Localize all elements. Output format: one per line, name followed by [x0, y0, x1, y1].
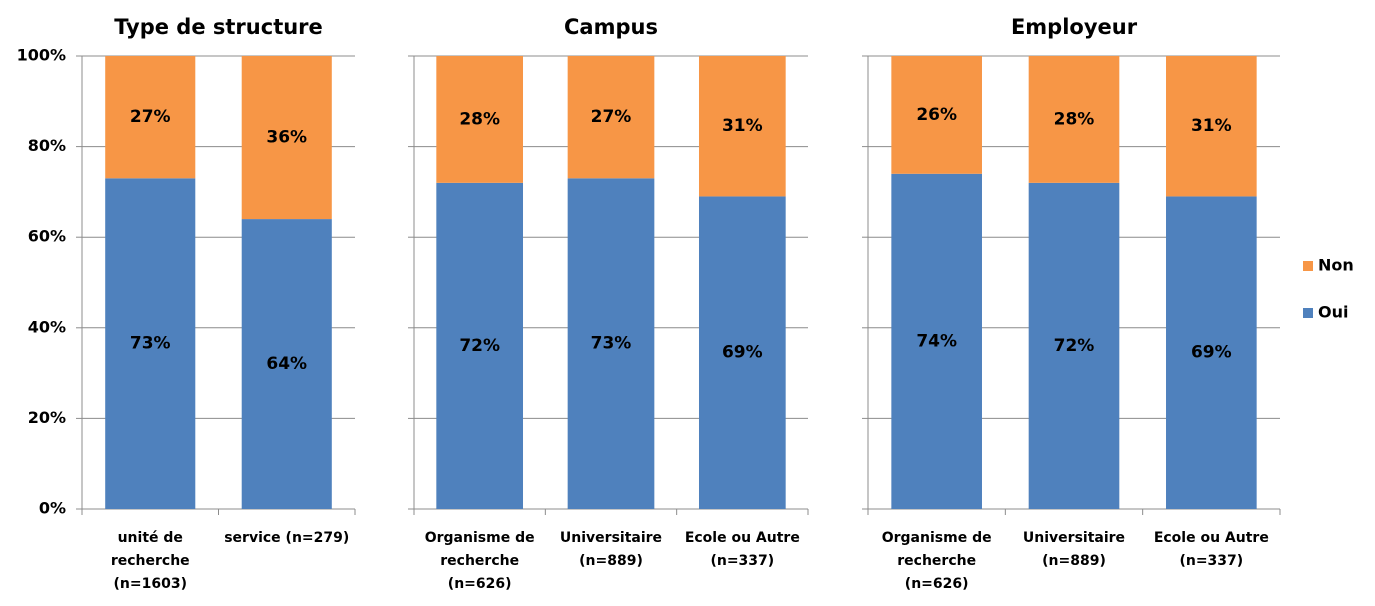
x-tick-label: Universitaire (n=889)	[559, 530, 663, 569]
bar-segment	[241, 56, 332, 220]
bar-segment	[698, 196, 786, 509]
value-label: 73%	[591, 334, 632, 354]
x-tick-label: unité de recherche (n=1603)	[110, 530, 190, 592]
bar-segment	[1028, 56, 1120, 183]
y-tick-label: 20%	[28, 408, 66, 427]
bar-segment	[105, 178, 196, 509]
bar-segment	[436, 182, 524, 509]
legend-swatch	[1303, 308, 1313, 318]
value-label: 64%	[266, 354, 307, 374]
value-label: 26%	[916, 105, 957, 125]
x-tick-label: Ecole ou Autre (n=337)	[684, 530, 800, 569]
value-label: 31%	[1191, 116, 1232, 136]
bar-segment	[436, 56, 524, 183]
value-label: 27%	[591, 107, 632, 127]
bar-segment	[567, 178, 655, 509]
value-label: 36%	[266, 128, 307, 148]
bar-segment	[698, 56, 786, 197]
legend-label: Non	[1318, 256, 1354, 275]
chart-title: Campus	[564, 15, 658, 39]
bar-segment	[1166, 196, 1257, 509]
bar-segment	[1028, 182, 1120, 509]
value-label: 69%	[1191, 343, 1232, 363]
value-label: 72%	[459, 336, 500, 356]
bar-segment	[891, 56, 982, 174]
x-tick-label: Organisme de recherche (n=626)	[881, 530, 992, 592]
y-tick-label: 100%	[17, 46, 66, 65]
y-tick-label: 0%	[39, 499, 66, 518]
bar-segment	[241, 219, 332, 509]
bar-segment	[567, 56, 655, 179]
y-tick-label: 60%	[28, 227, 66, 246]
value-label: 28%	[1054, 109, 1095, 129]
legend-label: Oui	[1318, 303, 1348, 322]
legend-swatch	[1303, 261, 1313, 271]
x-tick-label: service (n=279)	[224, 530, 350, 546]
y-tick-label: 80%	[28, 136, 66, 155]
x-tick-label: Universitaire (n=889)	[1022, 530, 1126, 569]
value-label: 28%	[459, 109, 500, 129]
value-label: 31%	[722, 116, 763, 136]
value-label: 73%	[130, 334, 171, 354]
value-label: 27%	[130, 107, 171, 127]
bar-segment	[105, 56, 196, 179]
bar-segment	[891, 173, 982, 509]
bar-segment	[1166, 56, 1257, 197]
x-tick-label: Organisme de recherche (n=626)	[424, 530, 535, 592]
chart-title: Employeur	[1011, 15, 1138, 39]
value-label: 74%	[916, 331, 957, 351]
y-tick-label: 40%	[28, 317, 66, 336]
chart-title: Type de structure	[114, 15, 323, 39]
value-label: 72%	[1054, 336, 1095, 356]
x-tick-label: Ecole ou Autre (n=337)	[1153, 530, 1269, 569]
value-label: 69%	[722, 343, 763, 363]
